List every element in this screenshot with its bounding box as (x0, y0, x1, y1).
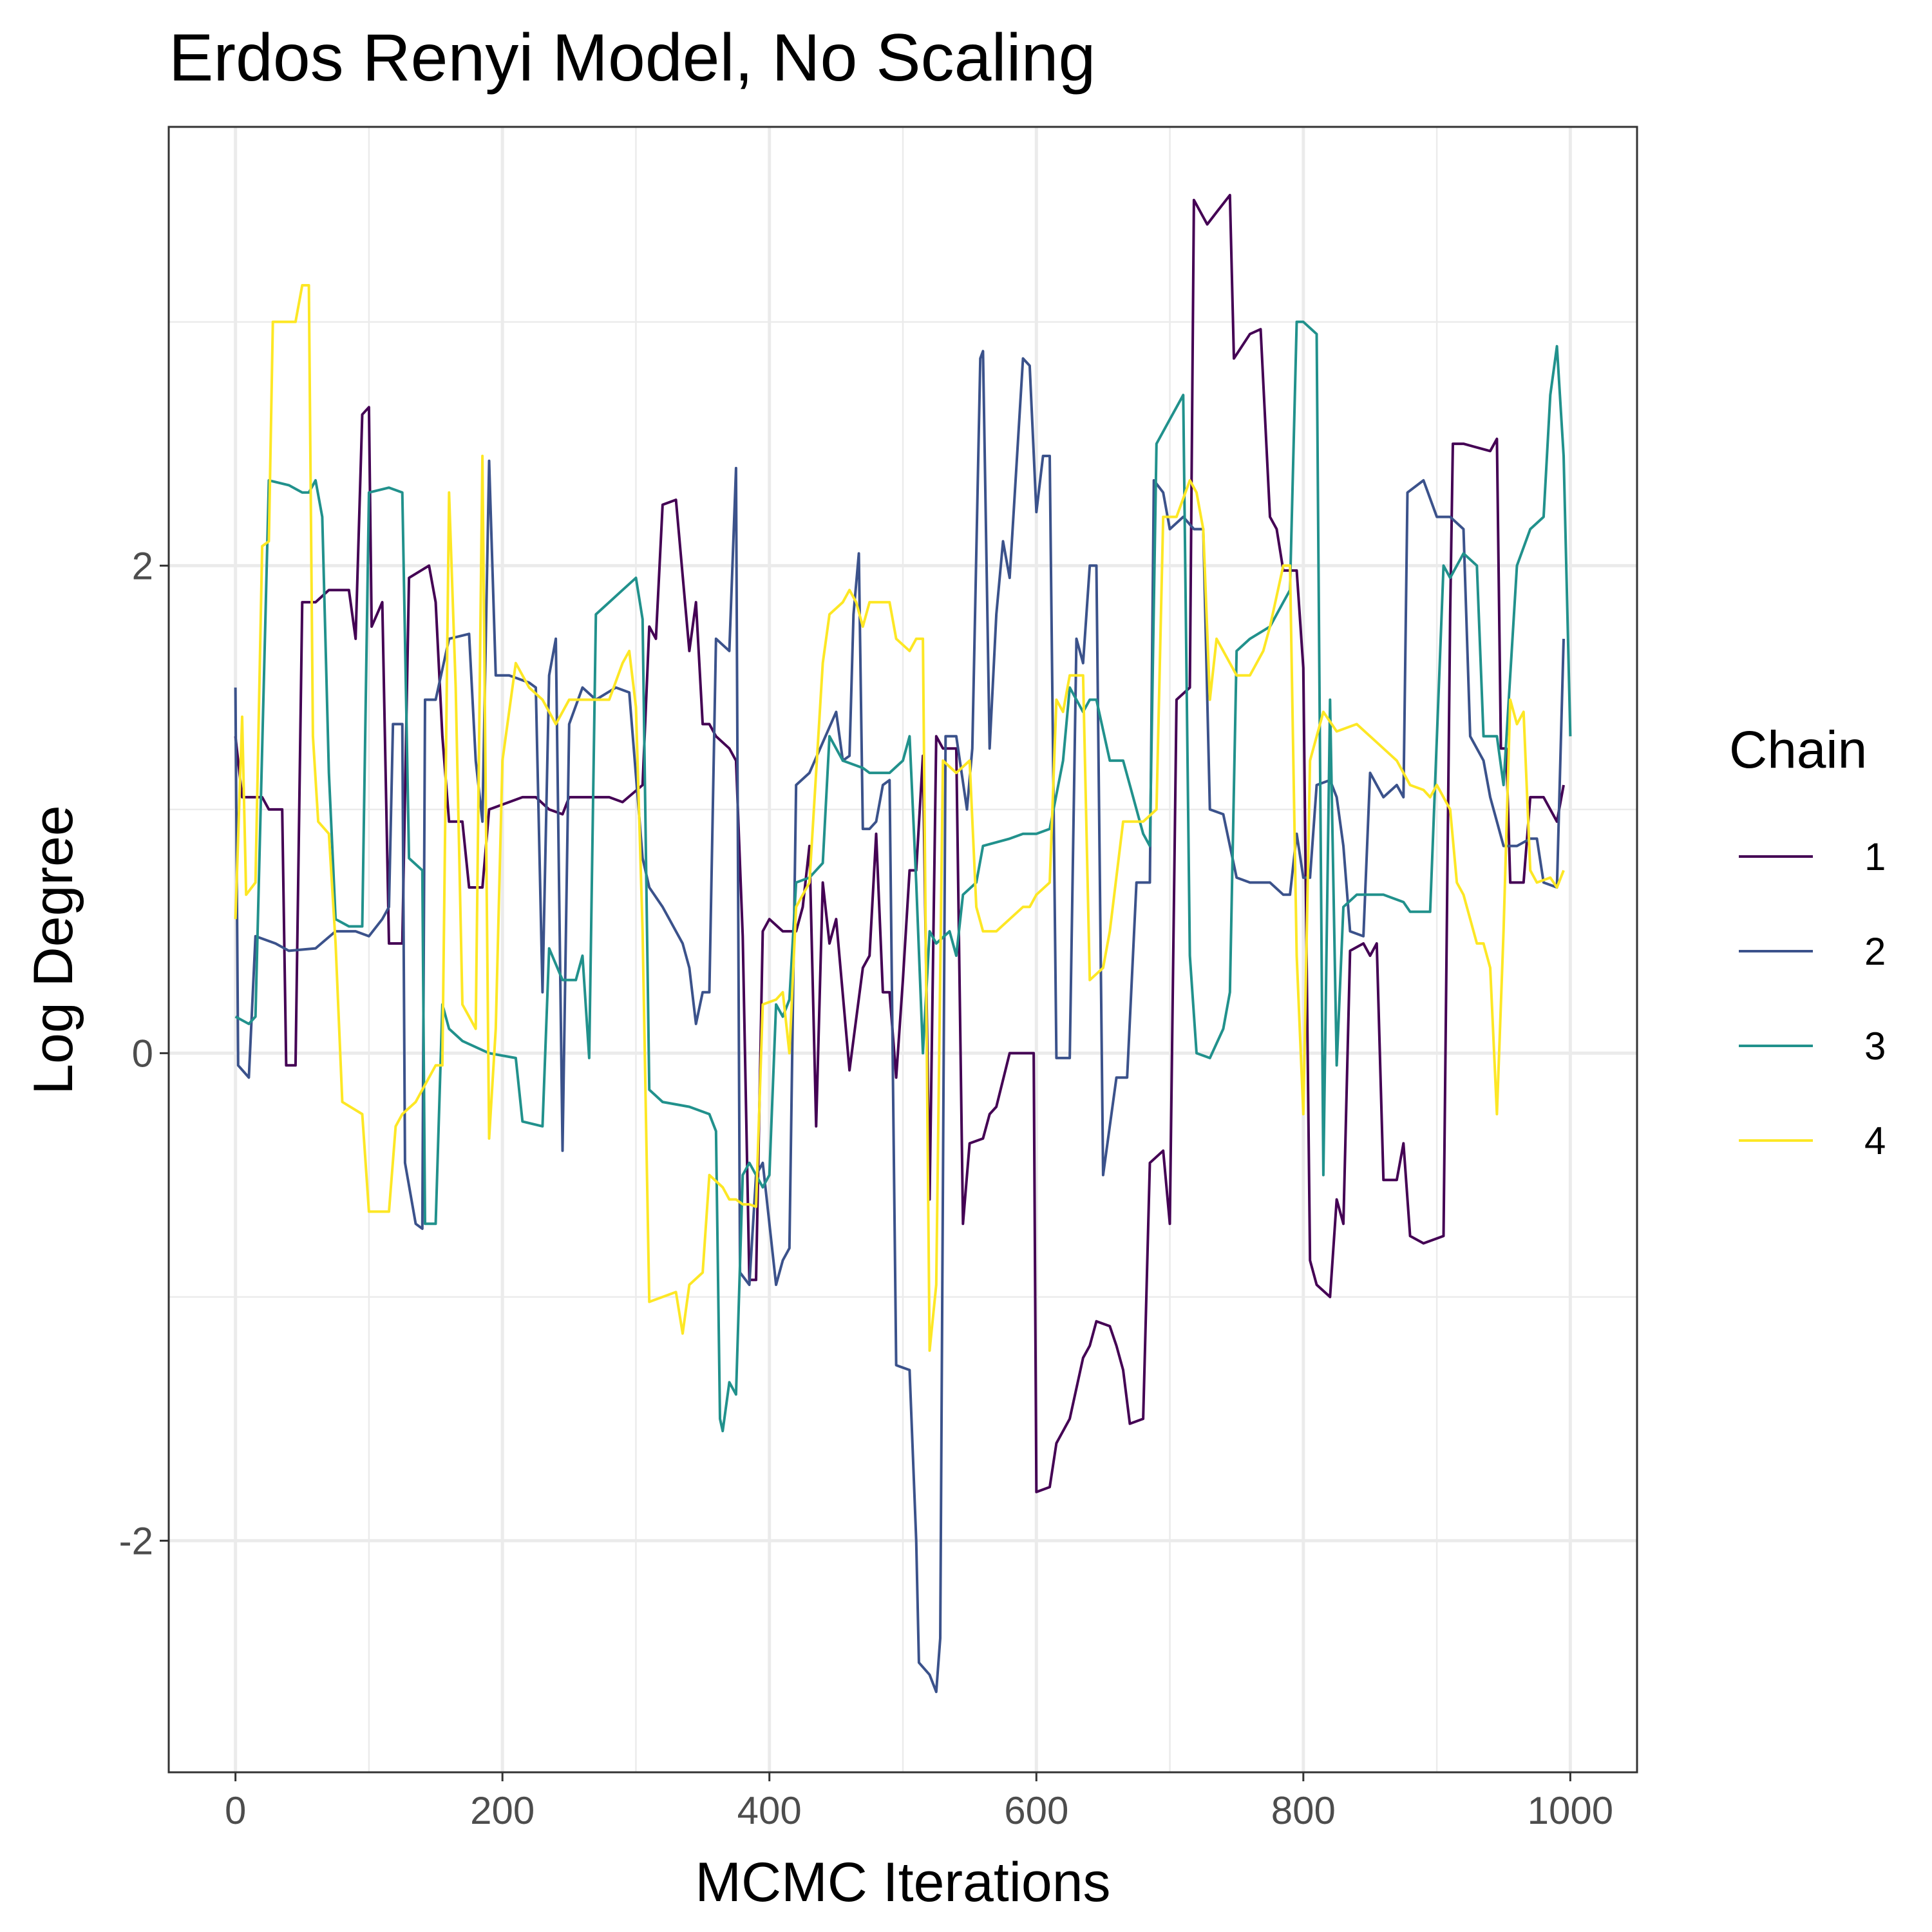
x-tick-label: 600 (1004, 1789, 1068, 1832)
x-tick-label: 0 (225, 1789, 246, 1832)
series-layer (234, 194, 1572, 1694)
x-axis: 0 200 400 600 800 1000 (225, 1772, 1613, 1832)
y-tick-label: -2 (119, 1519, 153, 1562)
grid-major (169, 127, 1637, 1772)
legend-label: 4 (1864, 1119, 1886, 1162)
y-tick-label: 0 (132, 1032, 153, 1075)
plot-panel-border (167, 126, 1638, 1774)
legend-label: 3 (1864, 1025, 1886, 1068)
legend-item-chain-3: 3 (1739, 1025, 1886, 1068)
legend-item-chain-4: 4 (1739, 1119, 1886, 1162)
x-tick-label: 1000 (1528, 1789, 1613, 1832)
y-axis: -2 0 2 (119, 544, 169, 1562)
series-line-chain-2 (234, 350, 1565, 1694)
x-tick-label: 200 (470, 1789, 535, 1832)
y-axis-title: Log Degree (23, 805, 84, 1094)
legend-label: 1 (1864, 835, 1886, 878)
grid-minor (169, 127, 1637, 1772)
legend-items: 1 2 3 4 (1739, 835, 1886, 1162)
legend-item-chain-2: 2 (1739, 930, 1886, 973)
series-line-chain-3 (234, 320, 1572, 1433)
x-tick-label: 400 (737, 1789, 802, 1832)
legend-title: Chain (1729, 721, 1867, 779)
series-line-chain-4 (234, 284, 1565, 1352)
y-tick-label: 2 (132, 544, 153, 587)
x-axis-title: MCMC Iterations (695, 1852, 1110, 1913)
legend-item-chain-1: 1 (1739, 835, 1886, 878)
legend: Chain 1 2 3 4 (1729, 721, 1886, 1162)
chart-title: Erdos Renyi Model, No Scaling (169, 21, 1095, 95)
legend-label: 2 (1864, 930, 1886, 973)
x-tick-label: 800 (1271, 1789, 1336, 1832)
